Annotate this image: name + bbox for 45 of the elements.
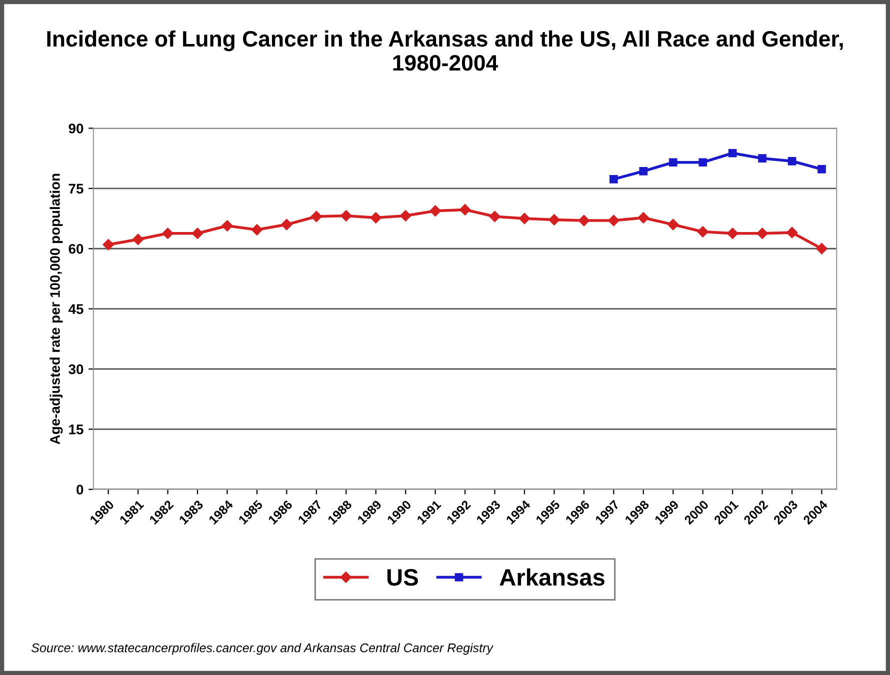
point xyxy=(251,224,263,236)
point xyxy=(222,220,233,232)
point xyxy=(459,204,471,216)
point xyxy=(132,234,144,245)
point xyxy=(668,218,679,230)
point xyxy=(756,228,768,239)
point xyxy=(518,212,530,224)
point xyxy=(192,228,204,239)
point xyxy=(726,228,738,239)
point xyxy=(638,212,649,224)
point xyxy=(609,175,618,184)
point xyxy=(697,226,708,238)
point xyxy=(340,210,352,222)
point xyxy=(548,214,560,226)
point xyxy=(786,226,798,238)
point xyxy=(608,214,620,226)
point xyxy=(430,205,441,217)
point xyxy=(310,210,322,222)
y-axis-title: Age-adjusted rate per 100,000 population xyxy=(50,174,63,444)
point xyxy=(400,210,412,222)
y-tick-label: 75 xyxy=(68,184,84,194)
chart-title: Incidence of Lung Cancer in the Arkansas and the US, All Race and Gender, 1980-2004 xyxy=(47,30,843,71)
point xyxy=(370,212,382,224)
point xyxy=(788,156,796,166)
point xyxy=(162,228,174,239)
legend-label: Arkansas xyxy=(500,568,604,586)
y-tick-label: 90 xyxy=(68,124,84,134)
point xyxy=(639,167,648,176)
point xyxy=(668,158,678,167)
point xyxy=(489,210,500,222)
y-tick-label: 60 xyxy=(68,244,84,254)
point xyxy=(281,218,292,230)
legend-label: US xyxy=(387,569,418,586)
y-tick-label: 30 xyxy=(68,364,84,374)
y-tick-label: 45 xyxy=(68,304,84,314)
point xyxy=(102,239,114,250)
point xyxy=(578,214,590,226)
point xyxy=(698,158,707,167)
point xyxy=(758,154,766,163)
source-note: Source: www.statecancerprofiles.cancer.gov and Arkansas Central Cancer Registry xyxy=(32,643,494,655)
point xyxy=(816,243,828,254)
y-tick-label: 15 xyxy=(69,424,84,434)
point xyxy=(818,165,826,174)
point xyxy=(728,148,737,158)
y-tick-label: 0 xyxy=(76,484,84,495)
